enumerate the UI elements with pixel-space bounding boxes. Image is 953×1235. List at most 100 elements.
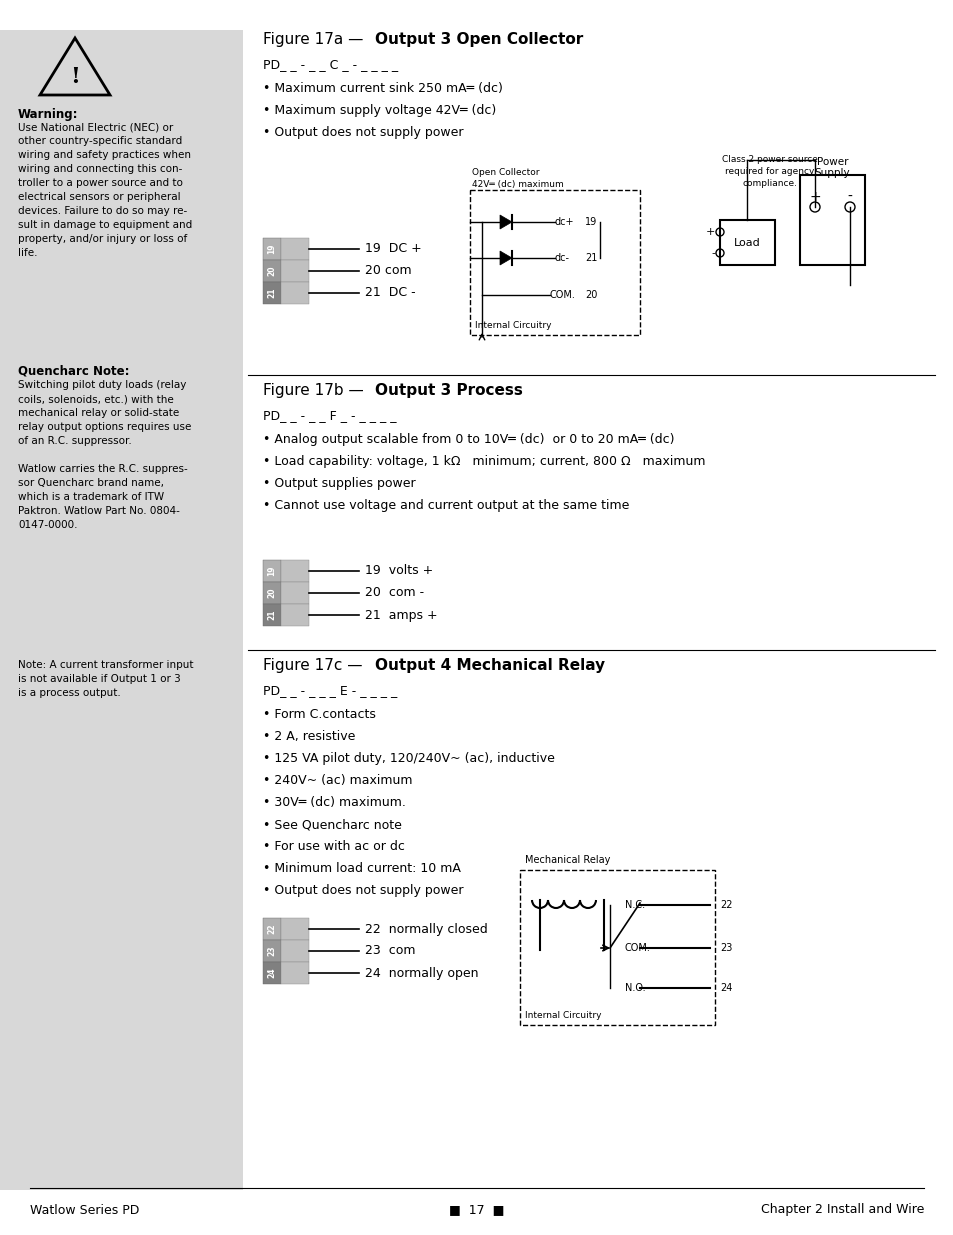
- Text: • Output supplies power: • Output supplies power: [263, 477, 416, 490]
- Bar: [281, 559, 309, 582]
- Text: • Analog output scalable from 0 to 10V═ (dc)  or 0 to 20 mA═ (dc): • Analog output scalable from 0 to 10V═ …: [263, 433, 674, 446]
- Text: required for agency: required for agency: [724, 167, 814, 177]
- Text: • Maximum current sink 250 mA═ (dc): • Maximum current sink 250 mA═ (dc): [263, 82, 502, 95]
- Text: 22  normally closed: 22 normally closed: [365, 923, 487, 935]
- Bar: [281, 918, 309, 940]
- Text: 20: 20: [267, 266, 276, 277]
- Text: 21: 21: [267, 610, 276, 620]
- Text: • Maximum supply voltage 42V═ (dc): • Maximum supply voltage 42V═ (dc): [263, 104, 496, 117]
- Bar: [281, 604, 309, 626]
- Text: • 240V~ (ac) maximum: • 240V~ (ac) maximum: [263, 774, 412, 787]
- Text: 24: 24: [720, 983, 732, 993]
- Text: • Output does not supply power: • Output does not supply power: [263, 126, 463, 140]
- Text: Internal Circuitry: Internal Circuitry: [475, 321, 551, 330]
- Bar: [263, 962, 281, 984]
- Bar: [281, 940, 309, 962]
- Text: Note: A current transformer input
is not available if Output 1 or 3
is a process: Note: A current transformer input is not…: [18, 659, 193, 698]
- Text: Figure 17a —: Figure 17a —: [263, 32, 368, 47]
- Text: Quencharc Note:: Quencharc Note:: [18, 366, 130, 378]
- Bar: [281, 261, 309, 282]
- Text: Chapter 2 Install and Wire: Chapter 2 Install and Wire: [760, 1203, 923, 1216]
- Text: 20: 20: [584, 290, 597, 300]
- Text: 19  DC +: 19 DC +: [365, 242, 421, 256]
- Bar: [263, 918, 281, 940]
- Text: • Cannot use voltage and current output at the same time: • Cannot use voltage and current output …: [263, 499, 629, 513]
- Text: • 30V═ (dc) maximum.: • 30V═ (dc) maximum.: [263, 797, 405, 809]
- Text: PD_ _ - _ _ _ E - _ _ _ _: PD_ _ - _ _ _ E - _ _ _ _: [263, 684, 396, 697]
- Text: 21: 21: [584, 253, 597, 263]
- Text: Use National Electric (NEC) or
other country-specific standard
wiring and safety: Use National Electric (NEC) or other cou…: [18, 122, 193, 258]
- Text: • See Quencharc note: • See Quencharc note: [263, 818, 401, 831]
- Text: Open Collector: Open Collector: [472, 168, 539, 177]
- Text: • Form C.contacts: • Form C.contacts: [263, 708, 375, 721]
- Text: Internal Circuitry: Internal Circuitry: [524, 1011, 601, 1020]
- Text: Output 4 Mechanical Relay: Output 4 Mechanical Relay: [375, 658, 604, 673]
- Bar: [281, 962, 309, 984]
- Text: PD_ _ - _ _ F _ - _ _ _ _: PD_ _ - _ _ F _ - _ _ _ _: [263, 409, 396, 422]
- Text: 19  volts +: 19 volts +: [365, 564, 433, 578]
- Text: • For use with ac or dc: • For use with ac or dc: [263, 840, 404, 853]
- Polygon shape: [499, 251, 512, 266]
- Text: 42V═ (dc) maximum: 42V═ (dc) maximum: [472, 180, 563, 189]
- Text: dc+: dc+: [555, 217, 574, 227]
- Text: -: -: [846, 190, 852, 204]
- Text: 24  normally open: 24 normally open: [365, 967, 478, 979]
- Text: • 125 VA pilot duty, 120/240V~ (ac), inductive: • 125 VA pilot duty, 120/240V~ (ac), ind…: [263, 752, 555, 764]
- Text: +: +: [705, 227, 714, 237]
- Text: 20  com -: 20 com -: [365, 587, 424, 599]
- Text: Load: Load: [734, 237, 760, 247]
- Text: • Minimum load current: 10 mA: • Minimum load current: 10 mA: [263, 862, 460, 876]
- Text: dc-: dc-: [555, 253, 569, 263]
- Text: COM.: COM.: [550, 290, 576, 300]
- Bar: [263, 604, 281, 626]
- Text: 21  DC -: 21 DC -: [365, 287, 416, 300]
- Text: 22: 22: [267, 924, 276, 934]
- Bar: [263, 559, 281, 582]
- Text: • Load capability: voltage, 1 kΩ   minimum; current, 800 Ω   maximum: • Load capability: voltage, 1 kΩ minimum…: [263, 454, 705, 468]
- Bar: [263, 940, 281, 962]
- Text: +: +: [808, 190, 820, 204]
- Text: Output 3 Open Collector: Output 3 Open Collector: [375, 32, 582, 47]
- Text: 20: 20: [267, 588, 276, 598]
- Text: !: !: [70, 65, 80, 88]
- Text: 20 com: 20 com: [365, 264, 411, 278]
- Text: 22: 22: [720, 900, 732, 910]
- Bar: [263, 261, 281, 282]
- Text: 23  com: 23 com: [365, 945, 416, 957]
- Text: ■  17  ■: ■ 17 ■: [449, 1203, 504, 1216]
- Bar: [281, 582, 309, 604]
- Text: compliance.: compliance.: [741, 179, 797, 188]
- Text: 23: 23: [267, 946, 276, 956]
- Text: PD_ _ - _ _ C _ - _ _ _ _: PD_ _ - _ _ C _ - _ _ _ _: [263, 58, 397, 70]
- Text: Mechanical Relay: Mechanical Relay: [524, 855, 610, 864]
- Text: Class 2 power source: Class 2 power source: [721, 156, 817, 164]
- Polygon shape: [499, 215, 512, 228]
- Text: -: -: [710, 248, 714, 258]
- Text: N.C.: N.C.: [624, 900, 644, 910]
- Bar: [0, 30, 243, 1191]
- Bar: [281, 282, 309, 304]
- Text: Supply: Supply: [814, 168, 849, 178]
- Text: 23: 23: [720, 944, 732, 953]
- Bar: [263, 282, 281, 304]
- Text: • Output does not supply power: • Output does not supply power: [263, 884, 463, 897]
- Bar: [263, 238, 281, 261]
- Text: Warning:: Warning:: [18, 107, 78, 121]
- Text: 19: 19: [267, 243, 276, 254]
- Bar: [470, 190, 639, 335]
- Bar: [720, 220, 774, 266]
- Text: Figure 17b —: Figure 17b —: [263, 383, 368, 398]
- Bar: [281, 238, 309, 261]
- Text: Output 3 Process: Output 3 Process: [375, 383, 522, 398]
- Text: 21  amps +: 21 amps +: [365, 609, 437, 621]
- Text: Power: Power: [816, 157, 847, 167]
- Text: N.O.: N.O.: [624, 983, 645, 993]
- Bar: [519, 869, 714, 1025]
- Bar: [263, 582, 281, 604]
- Text: 19: 19: [584, 217, 597, 227]
- Text: 21: 21: [267, 288, 276, 298]
- Text: Figure 17c —: Figure 17c —: [263, 658, 367, 673]
- Text: 24: 24: [267, 968, 276, 978]
- Text: COM.: COM.: [624, 944, 650, 953]
- Text: Switching pilot duty loads (relay
coils, solenoids, etc.) with the
mechanical re: Switching pilot duty loads (relay coils,…: [18, 380, 192, 530]
